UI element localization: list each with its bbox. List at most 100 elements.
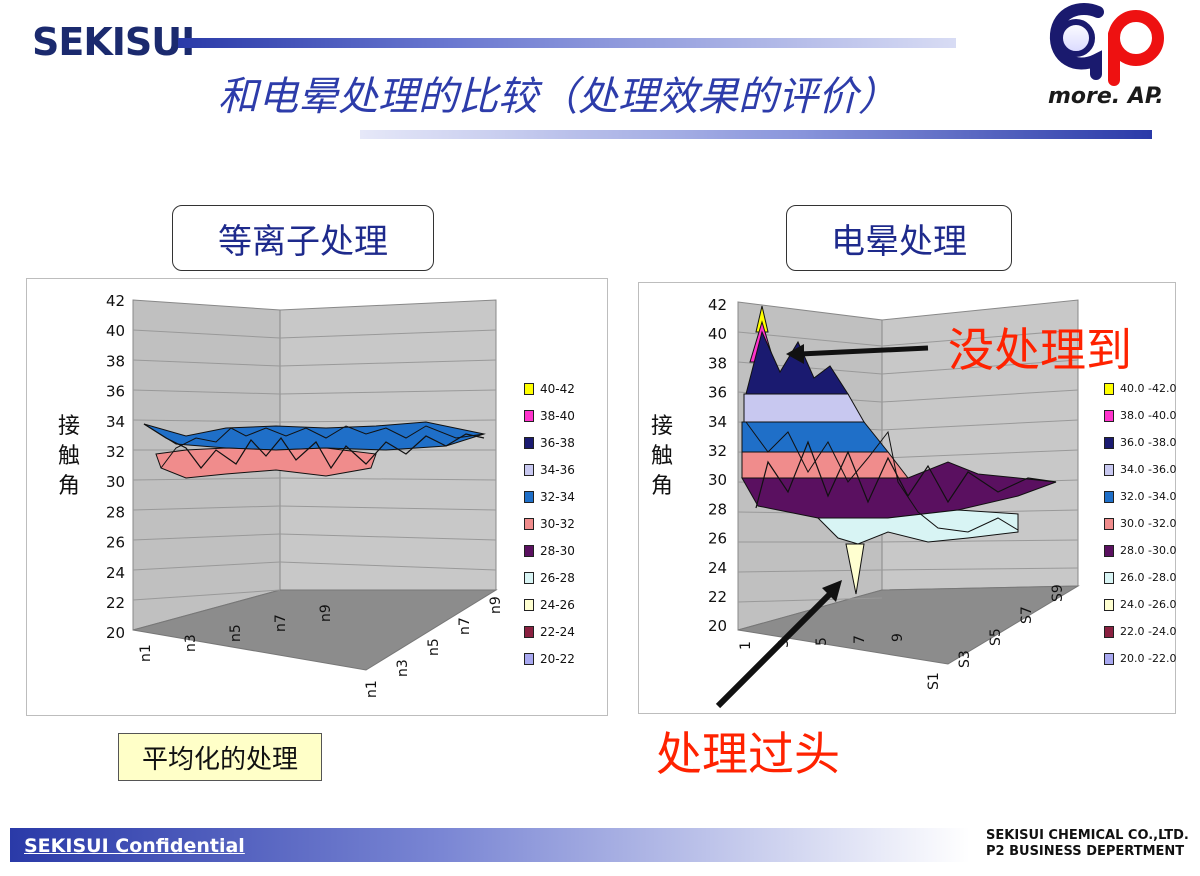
tick-label: 38 xyxy=(106,352,125,370)
plasma-surface-chart: 42 40 38 36 34 32 30 28 26 24 22 20 n1 n3 n5 n7 n9 n1 n3 n5… xyxy=(106,292,504,698)
legend-swatch xyxy=(524,517,534,530)
legend-swatch xyxy=(524,544,534,557)
legend-label: 38-40 xyxy=(540,408,575,423)
legend-entry: 32.0 -34.0 xyxy=(1104,483,1176,510)
page-title: 和电晕处理的比较（处理效果的评价） xyxy=(218,74,898,120)
legend-swatch xyxy=(524,571,534,584)
tick-label: 1 xyxy=(738,641,754,650)
legend-label: 28-30 xyxy=(540,543,575,558)
legend-swatch xyxy=(524,652,534,665)
plasma-label-box: 等离子处理 xyxy=(172,205,434,271)
corona-legend: 40.0 -42.0 38.0 -40.0 36.0 -38.0 34.0 -36.0… xyxy=(1104,375,1176,672)
tick-label: S5 xyxy=(988,628,1004,646)
legend-swatch xyxy=(1104,517,1114,530)
brand-slogan: more. AP. xyxy=(1048,84,1164,109)
legend-entry: 38.0 -40.0 xyxy=(1104,402,1176,429)
legend-entry: 26.0 -28.0 xyxy=(1104,564,1176,591)
footer-bar xyxy=(10,828,970,862)
tick-label: 28 xyxy=(708,500,727,518)
legend-swatch xyxy=(524,409,534,422)
legend-entry: 20-22 xyxy=(524,645,575,672)
tick-label: n3 xyxy=(183,634,199,652)
corona-floor xyxy=(737,585,1080,665)
plasma-mesh xyxy=(143,423,485,470)
tick-label: 28 xyxy=(106,503,125,521)
legend-entry: 30.0 -32.0 xyxy=(1104,510,1176,537)
legend-label: 36-38 xyxy=(540,435,575,450)
legend-entry: 34.0 -36.0 xyxy=(1104,456,1176,483)
corona-band-cyan xyxy=(816,509,1019,545)
tick-label: 3 xyxy=(776,639,792,648)
tick-label: 22 xyxy=(106,594,125,612)
legend-label: 24-26 xyxy=(540,597,575,612)
corona-band-purple xyxy=(741,461,1057,519)
tick-label: 42 xyxy=(106,292,125,310)
legend-swatch xyxy=(524,382,534,395)
corona-label: 电晕处理 xyxy=(831,221,967,262)
legend-label: 32.0 -34.0 xyxy=(1120,490,1177,503)
plasma-label: 等离子处理 xyxy=(218,221,388,262)
legend-swatch xyxy=(1104,652,1114,665)
plasma-gridlines xyxy=(132,329,497,601)
tick-label: n7 xyxy=(457,617,473,635)
tick-label: 5 xyxy=(814,637,830,646)
corona-ylabel: 接 触 角 xyxy=(651,414,674,499)
legend-label: 40.0 -42.0 xyxy=(1120,382,1177,395)
legend-entry: 20.0 -22.0 xyxy=(1104,645,1176,672)
corona-band-blue xyxy=(741,421,890,453)
legend-label: 32-34 xyxy=(540,489,575,504)
legend-label: 26-28 xyxy=(540,570,575,585)
tick-label: 24 xyxy=(708,559,727,577)
tick-label: S1 xyxy=(926,672,942,690)
tick-label: 26 xyxy=(106,534,125,552)
plasma-floor xyxy=(132,589,498,671)
legend-swatch xyxy=(1104,571,1114,584)
legend-entry: 22.0 -24.0 xyxy=(1104,618,1176,645)
tick-label: S7 xyxy=(1019,606,1035,624)
tick-label: 7 xyxy=(852,635,868,644)
legend-label: 26.0 -28.0 xyxy=(1120,571,1177,584)
legend-swatch xyxy=(524,598,534,611)
legend-label: 36.0 -38.0 xyxy=(1120,436,1177,449)
arrow-untreated-icon xyxy=(786,344,929,364)
tick-label: 32 xyxy=(708,442,727,460)
tick-label: S3 xyxy=(957,650,973,668)
tick-label: 40 xyxy=(708,325,727,343)
legend-label: 34-36 xyxy=(540,462,575,477)
legend-label: 22-24 xyxy=(540,624,575,639)
legend-entry: 30-32 xyxy=(524,510,575,537)
arrow-overtreated-icon xyxy=(715,580,842,709)
tick-label: n5 xyxy=(426,638,442,656)
tick-label: 32 xyxy=(106,443,125,461)
tick-label: 9 xyxy=(890,633,906,642)
legend-entry: 34-36 xyxy=(524,456,575,483)
legend-swatch xyxy=(1104,409,1114,422)
legend-label: 22.0 -24.0 xyxy=(1120,625,1177,638)
legend-label: 24.0 -26.0 xyxy=(1120,598,1177,611)
legend-entry: 28.0 -30.0 xyxy=(1104,537,1176,564)
tick-label: 34 xyxy=(106,413,125,431)
tick-label: n1 xyxy=(138,644,154,662)
corona-label-box: 电晕处理 xyxy=(786,205,1012,271)
sekisui-logo: SEKISUI xyxy=(32,20,195,64)
plasma-legend: 40-42 38-40 36-38 34-36 32-34 30-32 28-30 26-28… xyxy=(524,375,575,672)
legend-entry: 24.0 -26.0 xyxy=(1104,591,1176,618)
legend-entry: 28-30 xyxy=(524,537,575,564)
tick-label: 30 xyxy=(106,473,125,491)
legend-swatch xyxy=(1104,625,1114,638)
legend-swatch xyxy=(524,436,534,449)
corona-band-navy xyxy=(745,330,849,395)
tick-label: n9 xyxy=(488,596,504,614)
legend-swatch xyxy=(1104,463,1114,476)
legend-entry: 24-26 xyxy=(524,591,575,618)
legend-swatch xyxy=(1104,382,1114,395)
legend-swatch xyxy=(1104,490,1114,503)
tick-label: 30 xyxy=(708,471,727,489)
annotation-untreated: 没处理到 xyxy=(948,323,1132,377)
legend-entry: 26-28 xyxy=(524,564,575,591)
corona-band-cream xyxy=(845,543,865,595)
legend-entry: 40.0 -42.0 xyxy=(1104,375,1176,402)
tick-label: 38 xyxy=(708,354,727,372)
tick-label: 22 xyxy=(708,588,727,606)
legend-entry: 40-42 xyxy=(524,375,575,402)
